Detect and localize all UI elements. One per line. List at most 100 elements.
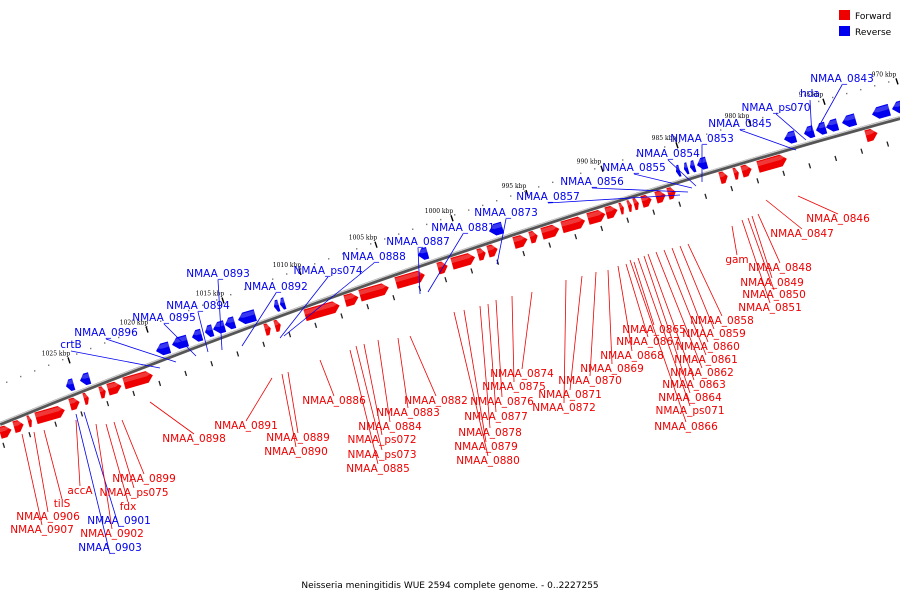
- gene-label[interactable]: NMAA_0843: [810, 73, 874, 85]
- gene-label[interactable]: NMAA_0846: [806, 213, 870, 225]
- gene-label[interactable]: NMAA_0878: [458, 427, 522, 439]
- gene-shine: [98, 387, 105, 393]
- gene-label[interactable]: NMAA_0857: [516, 191, 580, 203]
- gene-label[interactable]: NMAA_0866: [654, 421, 718, 433]
- gene-label[interactable]: NMAA_0877: [464, 411, 528, 423]
- gene-label[interactable]: NMAA_0903: [78, 542, 142, 554]
- gene-feature: [783, 130, 798, 144]
- gene-body: [303, 301, 340, 322]
- gene-label[interactable]: NMAA_0892: [244, 281, 308, 293]
- leader-line: [817, 84, 843, 129]
- gene-body: [816, 121, 828, 135]
- gene-label[interactable]: NMAA_0859: [682, 328, 746, 340]
- scale-dot: [790, 108, 792, 111]
- gene-body: [690, 160, 697, 173]
- gene-label[interactable]: NMAA_0907: [10, 524, 74, 536]
- gene-label[interactable]: NMAA_0885: [346, 463, 410, 475]
- gene-label[interactable]: NMAA_0860: [676, 341, 740, 353]
- gene-label[interactable]: NMAA_0894: [166, 300, 230, 312]
- gene-label[interactable]: NMAA_0902: [80, 528, 144, 540]
- legend-reverse-swatch: [839, 26, 850, 36]
- gene-label[interactable]: NMAA_0863: [662, 379, 726, 391]
- scale-tick: [525, 189, 529, 197]
- gene-label[interactable]: NMAA_0886: [302, 395, 366, 407]
- gene-label[interactable]: NMAA_0887: [386, 236, 450, 248]
- gene-label[interactable]: NMAA_0856: [560, 176, 624, 188]
- gene-label[interactable]: NMAA_ps071: [656, 405, 725, 417]
- gene-feature: [82, 392, 89, 405]
- gene-label[interactable]: NMAA_0874: [490, 368, 554, 380]
- gene-label[interactable]: NMAA_0884: [358, 421, 422, 433]
- gene-shine: [488, 222, 503, 230]
- gene-body: [122, 371, 153, 390]
- leader-line: [149, 401, 195, 435]
- gene-label[interactable]: NMAA_0871: [538, 389, 602, 401]
- gene-label[interactable]: gam: [725, 254, 748, 266]
- gene-label[interactable]: NMAA_0891: [214, 420, 278, 432]
- gene-label[interactable]: NMAA_0872: [532, 402, 596, 414]
- gene-label[interactable]: NMAA_0876: [470, 396, 534, 408]
- legend-reverse-label: Reverse: [855, 28, 892, 38]
- gene-label[interactable]: NMAA_ps072: [348, 434, 417, 446]
- scale-dot: [272, 278, 274, 280]
- gene-label[interactable]: crtB: [60, 339, 81, 351]
- gene-label[interactable]: NMAA_0896: [74, 327, 138, 339]
- gene-label[interactable]: NMAA_0899: [112, 473, 176, 485]
- gene-feature: [815, 121, 828, 135]
- gene-label[interactable]: NMAA_0890: [264, 446, 328, 458]
- gene-label[interactable]: tilS: [54, 498, 71, 510]
- gene-label[interactable]: NMAA_0870: [558, 375, 622, 387]
- gene-body: [12, 420, 24, 434]
- gene-label[interactable]: NMAA_0879: [454, 441, 518, 453]
- gene-label[interactable]: NMAA_0883: [376, 407, 440, 419]
- gene-label[interactable]: NMAA_ps074: [294, 265, 363, 277]
- gene-label[interactable]: NMAA_0881: [431, 222, 495, 234]
- gene-shine: [34, 407, 65, 418]
- gene-feature: [718, 171, 728, 185]
- gene-feature: [79, 372, 92, 386]
- gene-label[interactable]: NMAA_0889: [266, 432, 330, 444]
- gene-body: [626, 200, 632, 213]
- gene-label[interactable]: NMAA_0901: [87, 515, 151, 527]
- gene-label[interactable]: NMAA_0858: [690, 315, 754, 327]
- gene-label[interactable]: NMAA_0855: [602, 162, 666, 174]
- gene-label[interactable]: NMAA_0845: [708, 118, 772, 130]
- gene-label[interactable]: NMAA_0853: [670, 133, 734, 145]
- gene-label[interactable]: NMAA_0882: [404, 395, 468, 407]
- leader-line: [643, 255, 691, 394]
- gene-label[interactable]: NMAA_0873: [474, 207, 538, 219]
- gene-label[interactable]: NMAA_0895: [132, 312, 196, 324]
- gene-label[interactable]: NMAA_0893: [186, 268, 250, 280]
- gene-body: [560, 216, 586, 234]
- gene-label[interactable]: NMAA_0906: [16, 511, 80, 523]
- gene-label[interactable]: hda: [800, 88, 820, 100]
- gene-label[interactable]: NMAA_0864: [658, 392, 722, 404]
- scale-tick: [600, 165, 604, 172]
- gene-label[interactable]: NMAA_ps075: [100, 487, 169, 499]
- gene-label[interactable]: NMAA_0848: [748, 262, 812, 274]
- gene-shine: [65, 379, 74, 385]
- gene-label[interactable]: fdx: [120, 501, 137, 513]
- gene-label[interactable]: NMAA_0875: [482, 381, 546, 393]
- gene-label[interactable]: accA: [67, 485, 93, 497]
- gene-label[interactable]: NMAA_0851: [738, 302, 802, 314]
- gene-label[interactable]: NMAA_0868: [600, 350, 664, 362]
- gene-label[interactable]: NMAA_ps070: [742, 102, 811, 114]
- gene-label[interactable]: NMAA_0850: [742, 289, 806, 301]
- legend-forward-label: Forward: [855, 12, 891, 22]
- gene-label[interactable]: NMAA_0865: [622, 324, 686, 336]
- gene-label[interactable]: NMAA_0861: [674, 354, 738, 366]
- gene-label[interactable]: NMAA_0862: [670, 367, 734, 379]
- gene-label[interactable]: NMAA_0849: [740, 277, 804, 289]
- gene-label[interactable]: NMAA_ps073: [348, 449, 417, 461]
- gene-label[interactable]: NMAA_0898: [162, 433, 226, 445]
- gene-label[interactable]: NMAA_0854: [636, 148, 700, 160]
- scale-dot: [230, 294, 232, 296]
- gene-label[interactable]: NMAA_0867: [616, 336, 680, 348]
- gene-body: [864, 128, 878, 143]
- gene-label[interactable]: NMAA_0847: [770, 228, 834, 240]
- gene-label[interactable]: NMAA_0880: [456, 455, 520, 467]
- gene-label[interactable]: NMAA_0869: [580, 363, 644, 375]
- gene-label[interactable]: NMAA_0888: [342, 251, 406, 263]
